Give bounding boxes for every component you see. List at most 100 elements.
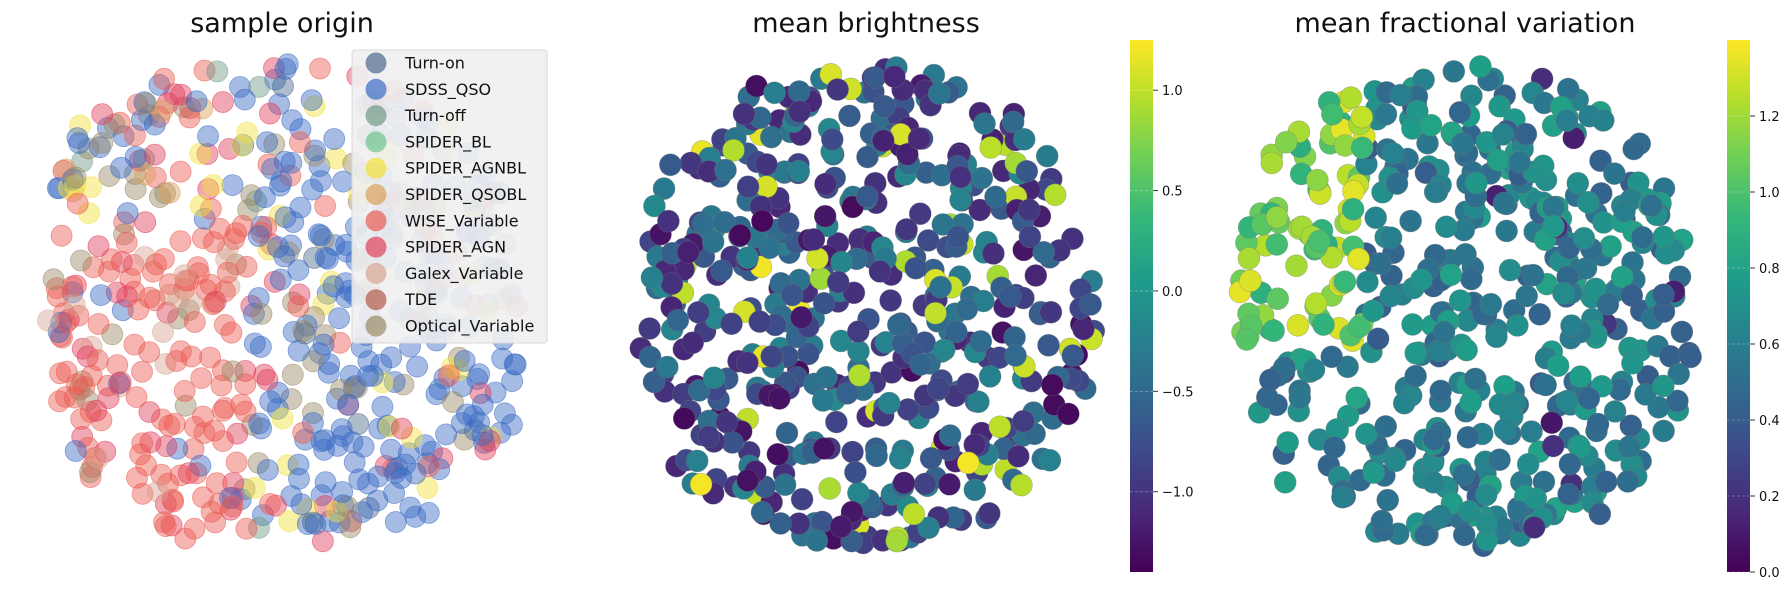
scatter-point [243, 332, 266, 355]
scatter-point [932, 338, 956, 362]
scatter-point [1333, 270, 1357, 294]
scatter-point [50, 311, 73, 334]
legend-marker [365, 315, 387, 337]
scatter-point [89, 136, 111, 159]
scatter-point [442, 391, 464, 413]
scatter-point [736, 469, 759, 492]
scatter-point [1592, 109, 1615, 132]
scatter-point [183, 311, 206, 333]
scatter-point [1239, 269, 1262, 293]
scatter-point [1498, 258, 1522, 282]
scatter-point [1057, 402, 1080, 426]
scatter-point [192, 486, 214, 509]
scatter-point [248, 516, 270, 539]
scatter-point [1404, 341, 1427, 365]
scatter-point [1079, 293, 1102, 316]
scatter-point [1308, 229, 1331, 253]
scatter-point [384, 461, 407, 484]
scatter-point [235, 255, 258, 278]
scatter-point [1455, 338, 1478, 362]
scatter-point [343, 451, 366, 474]
scatter-point [1486, 148, 1510, 172]
colorbar-tick-label: 0.4 [1759, 414, 1780, 429]
scatter-point [259, 102, 281, 125]
scatter-point [1557, 482, 1580, 506]
scatter-point [973, 112, 996, 135]
scatter-point [123, 333, 146, 356]
scatter-point [79, 461, 101, 483]
scatter-point [652, 177, 676, 200]
scatter-point [1528, 302, 1551, 326]
scatter-point [1617, 435, 1641, 459]
scatter-point [1423, 180, 1447, 204]
scatter-point [185, 90, 208, 113]
panel-sample-origin: sample origin Turn-on SDSS_QSO Turn-off SPI… [37, 8, 548, 553]
scatter-point [500, 413, 523, 436]
scatter-point [259, 492, 281, 515]
scatter-point [968, 198, 992, 222]
scatter-point [1491, 123, 1515, 146]
scatter-point [62, 180, 84, 203]
scatter-point [116, 285, 139, 308]
colorbar-tick-label: 1.0 [1759, 186, 1780, 201]
scatter-point [1041, 373, 1064, 397]
scatter-point [883, 65, 906, 88]
scatter-point [435, 423, 458, 446]
scatter-point [776, 212, 800, 235]
scatter-point [48, 390, 70, 413]
legend-label: Galex_Variable [405, 264, 523, 284]
scatter-point [152, 320, 174, 343]
scatter-point [314, 195, 337, 217]
scatter-point [1485, 325, 1508, 349]
scatter-point [220, 321, 243, 344]
scatter-point [1035, 144, 1059, 168]
scatter-point [1448, 289, 1472, 312]
scatter-point [838, 104, 861, 128]
scatter-point [811, 389, 835, 412]
scatter-point [287, 453, 310, 476]
scatter-point [203, 419, 226, 442]
scatter-point [1439, 263, 1463, 287]
scatter-point [1558, 452, 1582, 476]
scatter-point [174, 527, 197, 550]
scatter-point [868, 260, 892, 283]
scatter-point [1596, 292, 1620, 316]
scatter-point [202, 174, 225, 196]
scatter-point [748, 310, 772, 333]
scatter-point [1038, 448, 1062, 472]
scatter-point [978, 365, 1002, 388]
scatter-point [1404, 364, 1427, 388]
scatter-point [676, 241, 700, 264]
scatter-point [376, 414, 399, 437]
scatter-point [1235, 328, 1258, 351]
scatter-point [1540, 411, 1563, 435]
colorbar-gradient [1727, 40, 1750, 572]
scatter-point [250, 215, 273, 238]
legend-label: SPIDER_AGNBL [405, 159, 526, 179]
scatter-point [1362, 461, 1385, 484]
legend-label: SDSS_QSO [405, 80, 491, 100]
scatter-point [888, 447, 912, 470]
scatter-point [185, 462, 208, 485]
scatter-point [231, 134, 253, 157]
scatter-point [1435, 215, 1458, 239]
scatter-point [895, 218, 918, 241]
scatter-point [225, 222, 248, 245]
scatter-point [180, 345, 203, 368]
scatter-point [111, 299, 134, 322]
scatter-point [37, 309, 59, 332]
scatter-point [736, 246, 759, 269]
scatter-point [1370, 509, 1394, 533]
scatter-point [303, 144, 326, 167]
scatter-point [660, 272, 684, 296]
scatter-point [421, 440, 443, 463]
scatter-point [504, 353, 527, 376]
scatter-point [710, 259, 734, 283]
colorbar-tick-label: −0.5 [1162, 385, 1194, 400]
scatter-point [87, 235, 110, 258]
scatter-point [956, 372, 980, 396]
scatter-point [64, 174, 86, 197]
scatter-point [802, 228, 826, 251]
scatter-point [1524, 487, 1548, 510]
scatter-point [87, 313, 110, 335]
